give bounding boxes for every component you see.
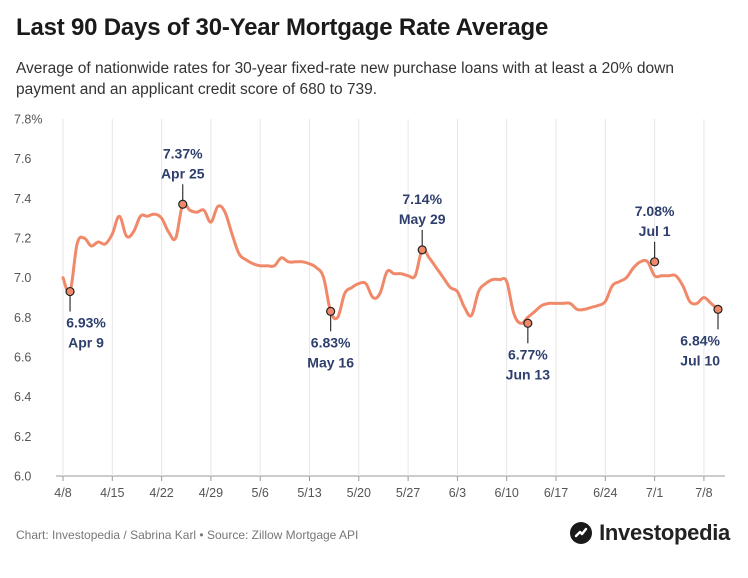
x-tick-label: 4/15 [100,486,124,500]
annotation-date: May 16 [307,354,354,370]
y-tick-label: 7.2 [14,232,31,246]
x-tick-label: 6/24 [593,486,617,500]
y-tick-label: 6.2 [14,430,31,444]
x-tick-label: 7/1 [646,486,663,500]
gridlines [56,119,725,477]
x-tick-label: 6/10 [495,486,519,500]
annotation-marker [523,318,533,328]
y-tick-label: 7.6 [14,152,31,166]
y-tick-label: 7.4 [14,192,31,206]
annotation-value: 7.08% [635,203,675,219]
x-tick-label: 4/22 [149,486,173,500]
x-tick-label: 5/13 [297,486,321,500]
annotation-value: 7.14% [402,191,442,207]
x-tick-label: 7/8 [695,486,712,500]
annotation-marker [65,286,75,297]
annotation-marker [326,306,336,316]
investopedia-logo-text: Investopedia [599,520,730,545]
x-axis-ticks: 4/8 4/15 4/22 4/29 5/6 5/13 5/20 5/27 6/3 6/10 6/1… [54,476,713,500]
annotation-marker [713,304,723,314]
investopedia-logo-icon [570,522,593,544]
annotation-value: 6.93% [66,315,106,331]
investopedia-logo: Investopedia [569,520,730,546]
annotation-date: May 29 [399,211,446,227]
x-tick-label: 5/20 [347,486,371,500]
x-tick-label: 6/3 [449,486,466,500]
rate-series [61,201,720,325]
annotation-date: Apr 25 [161,165,205,181]
x-tick-label: 6/17 [544,486,568,500]
rate-line [61,201,720,325]
x-tick-label: 5/6 [252,486,269,500]
x-tick-label: 4/29 [199,486,223,500]
chart-title: Last 90 Days of 30-Year Mortgage Rate Av… [16,14,549,41]
annotation-marker [178,199,188,209]
annotation-date: Jul 1 [639,223,671,239]
annotation-date: Jun 13 [506,366,551,382]
y-axis-ticks: 6.0 6.2 6.4 6.6 6.8 7.0 7.2 7.4 7.6 7.8% [14,113,43,484]
y-tick-label: 7.0 [14,271,31,285]
x-tick-label: 4/8 [54,486,71,500]
annotations: 6.93% Apr 9 7.37% Apr 25 6.83% May 16 7.14% May… [65,145,723,382]
annotation-date: Apr 9 [68,335,104,351]
annotation-value: 7.37% [163,145,203,161]
annotation-marker [417,245,427,255]
source-credit: Chart: Investopedia / Sabrina Karl • Sou… [16,528,359,542]
annotation-marker [650,257,660,267]
chart-subtitle: Average of nationwide rates for 30-year … [16,60,674,98]
annotation-value: 6.83% [311,334,351,350]
y-tick-label: 6.0 [14,470,31,484]
y-tick-label: 6.4 [14,390,31,404]
annotation-value: 6.77% [508,346,548,362]
y-tick-label: 6.8 [14,311,31,325]
x-tick-label: 5/27 [396,486,420,500]
annotation-date: Jul 10 [680,352,720,368]
annotation-value: 6.84% [680,332,720,348]
y-tick-label: 7.8% [14,113,43,127]
y-tick-label: 6.6 [14,351,31,365]
